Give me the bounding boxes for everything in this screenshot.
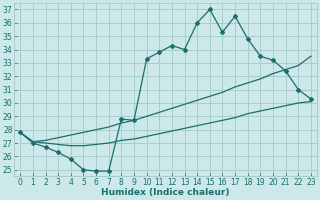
X-axis label: Humidex (Indice chaleur): Humidex (Indice chaleur) (101, 188, 230, 197)
